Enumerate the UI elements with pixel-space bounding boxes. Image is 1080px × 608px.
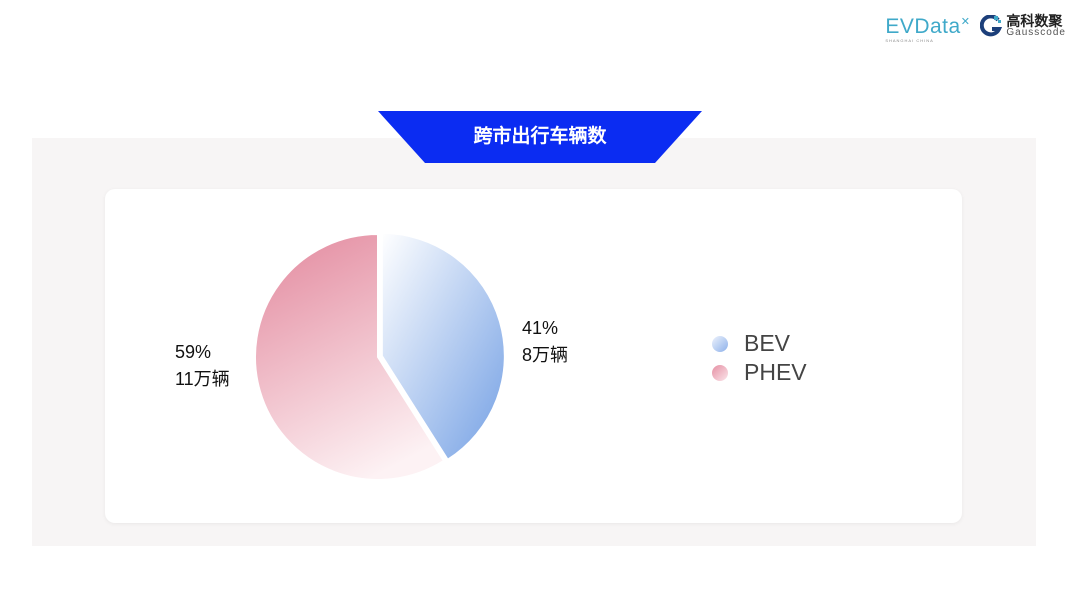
legend-item-phev: PHEV xyxy=(712,358,807,387)
pie-slice-bev xyxy=(380,231,506,462)
title-banner xyxy=(378,111,702,163)
bev-legend-dot-icon xyxy=(712,335,728,352)
bev-data-label: 41% 8万辆 xyxy=(522,315,568,369)
phev-legend-dot-icon xyxy=(712,364,728,381)
legend: BEV PHEV xyxy=(712,329,807,387)
gausscode-mark-icon xyxy=(980,15,1003,37)
phev-percent-label: 59% xyxy=(175,342,212,362)
pie-slice-phev xyxy=(254,232,446,481)
chart-card: 41% 8万辆 59% 11万辆 xyxy=(105,189,962,523)
chart-title: 跨市出行车辆数 xyxy=(473,126,607,147)
pie-chart xyxy=(254,231,506,481)
phev-data-label: 59% 11万辆 xyxy=(175,339,230,393)
phev-value-label: 11万辆 xyxy=(175,369,230,389)
bev-value-label: 8万辆 xyxy=(522,345,569,365)
bev-percent-label: 41% xyxy=(522,318,559,338)
logos: EVData✕ SHANGHAI CHINA 高科数聚 Gausscode xyxy=(885,14,1066,43)
legend-item-bev: BEV xyxy=(712,329,807,358)
gausscode-logo: 高科数聚 Gausscode xyxy=(980,14,1066,38)
evdata-logo: EVData✕ SHANGHAI CHINA xyxy=(885,14,971,43)
